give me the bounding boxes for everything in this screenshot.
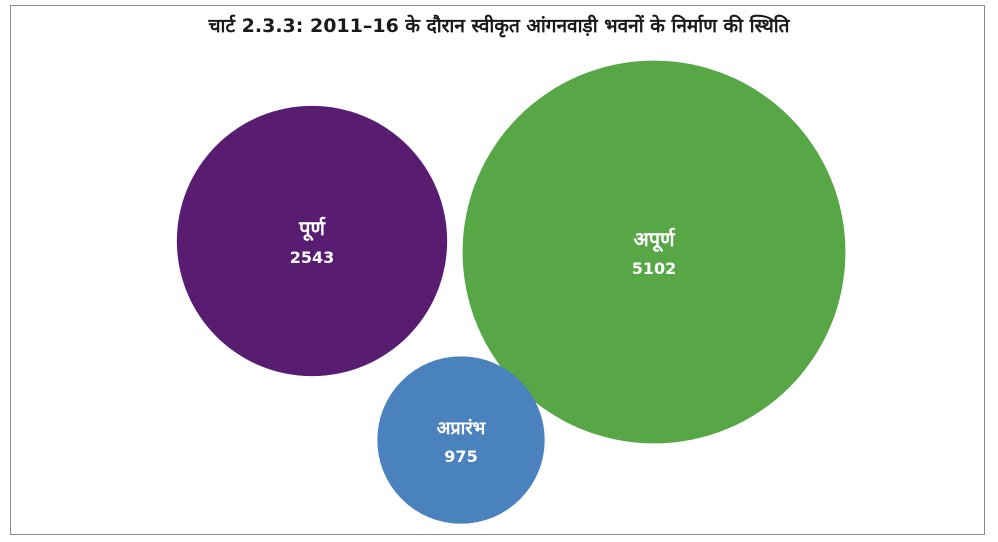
bubble-value-label: 975 [444, 447, 477, 466]
chart-title: चार्ट 2.3.3: 2011–16 के दौरान स्वीकृत आं… [208, 15, 790, 37]
bubble-category-label: पूर्ण [298, 216, 326, 241]
bubble-3 [377, 356, 545, 524]
bubble-category-label: अप्रारंभ [437, 418, 487, 439]
bubble-1 [176, 105, 448, 377]
bubble-category-label: अपूर्ण [633, 227, 676, 252]
bubble-value-label: 5102 [632, 259, 677, 278]
bubble-2 [462, 60, 846, 444]
bubble-value-label: 2543 [290, 248, 335, 267]
